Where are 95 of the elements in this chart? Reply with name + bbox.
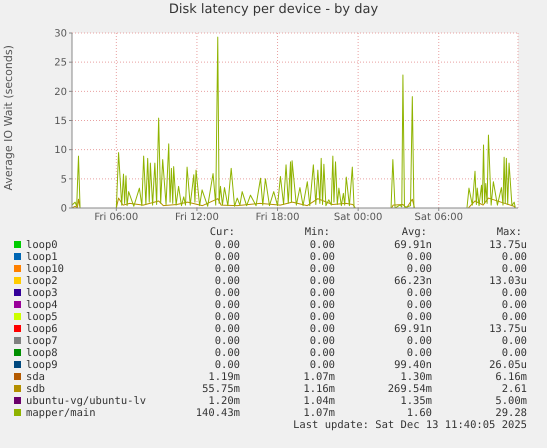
text: 0.00 xyxy=(310,263,335,275)
legend-label: ubuntu-vg/ubuntu-lv xyxy=(26,395,146,407)
legend-label: sdb xyxy=(26,383,45,395)
text: 0.00 xyxy=(214,251,240,263)
y-axis-title: Average IO Wait (seconds) xyxy=(2,45,15,190)
text: 5.00m xyxy=(495,395,527,407)
text: Avg: xyxy=(402,226,427,238)
x-tick-label: Fri 18:00 xyxy=(256,212,300,224)
text: 69.91n xyxy=(394,323,432,335)
text: 1.19m xyxy=(208,371,240,383)
text: 1.04m xyxy=(303,395,335,407)
y-tick-label: 15 xyxy=(54,116,67,128)
text: Cur: xyxy=(210,226,235,238)
text: 29.28 xyxy=(495,407,527,419)
y-tick-label: 20 xyxy=(54,86,67,98)
legend-label: loop9 xyxy=(26,359,58,371)
text: 2.61 xyxy=(502,383,527,395)
text: 1.07m xyxy=(303,407,335,419)
text: 0.00 xyxy=(214,239,240,251)
x-tick-label: Fri 06:00 xyxy=(94,212,138,224)
text: 0.00 xyxy=(502,299,527,311)
text: 13.03u xyxy=(489,275,527,287)
legend-label: loop10 xyxy=(26,263,64,275)
legend-label: loop4 xyxy=(26,299,58,311)
text: 0.00 xyxy=(502,347,527,359)
x-tick-label: Sat 00:00 xyxy=(334,212,382,224)
text: 69.91n xyxy=(394,239,432,251)
y-tick-label: 5 xyxy=(60,174,67,186)
legend-label: loop7 xyxy=(26,335,58,347)
text: 55.75m xyxy=(202,383,240,395)
text: 0.00 xyxy=(406,263,432,275)
text: 0.00 xyxy=(310,347,335,359)
text: 0.00 xyxy=(310,275,335,287)
text: 0.00 xyxy=(310,359,335,371)
chart-title: Disk latency per device - by day xyxy=(168,2,380,17)
text: 0.00 xyxy=(310,239,335,251)
text: 0.00 xyxy=(214,311,240,323)
line-series xyxy=(72,36,516,208)
text: Max: xyxy=(496,226,522,238)
text: 13.75u xyxy=(489,323,527,335)
text: 0.00 xyxy=(310,287,335,299)
text: 0.00 xyxy=(214,335,240,347)
text: 1.16m xyxy=(303,383,335,395)
x-tick-label: Fri 12:00 xyxy=(174,212,219,224)
legend-label: loop3 xyxy=(26,287,58,299)
text: 0.00 xyxy=(502,263,527,275)
text: 0.00 xyxy=(502,287,527,299)
y-tick-label: 0 xyxy=(60,204,67,215)
text: 0.00 xyxy=(214,347,240,359)
text: 1.35m xyxy=(400,395,432,407)
text: 0.00 xyxy=(214,263,240,275)
text: 66.23n xyxy=(394,275,432,287)
y-tick-label: 25 xyxy=(54,58,67,69)
text: 0.00 xyxy=(406,299,432,311)
text: 0.00 xyxy=(310,335,335,347)
text: 0.00 xyxy=(502,311,527,323)
legend-label: loop5 xyxy=(26,311,58,323)
text: 0.00 xyxy=(502,251,527,263)
y-tick-label: 30 xyxy=(54,28,67,40)
legend-label: loop6 xyxy=(26,323,58,335)
text: 0.00 xyxy=(406,347,432,359)
text: 0.00 xyxy=(310,299,335,311)
legend-label: mapper/main xyxy=(26,407,96,419)
text: 1.20m xyxy=(208,395,240,407)
text: 0.00 xyxy=(406,287,432,299)
text: 99.40n xyxy=(394,359,432,371)
text: 0.00 xyxy=(406,311,432,323)
text: 0.00 xyxy=(214,275,240,287)
text: 269.54m xyxy=(388,383,432,395)
text: 0.00 xyxy=(310,311,335,323)
text: 0.00 xyxy=(214,299,240,311)
text: 0.00 xyxy=(310,323,335,335)
text: 26.05u xyxy=(489,359,527,371)
text: Last update: Sat Dec 13 11:40:05 2025 xyxy=(293,419,527,431)
text: 0.00 xyxy=(214,287,240,299)
legend-label: loop8 xyxy=(26,347,58,359)
text: 0.00 xyxy=(406,251,432,263)
text: 13.75u xyxy=(489,239,527,251)
text: Min: xyxy=(304,226,330,238)
legend-label: sda xyxy=(26,371,45,383)
text: 1.30m xyxy=(400,371,432,383)
text: 0.00 xyxy=(214,359,240,371)
legend-label: loop2 xyxy=(26,275,58,287)
y-tick-label: 10 xyxy=(54,145,67,156)
text: 0.00 xyxy=(310,251,335,263)
text: 1.60 xyxy=(406,407,432,419)
text: 1.07m xyxy=(303,371,335,383)
text: 140.43m xyxy=(196,407,240,419)
text: 0.00 xyxy=(214,323,240,335)
x-tick-label: Sat 06:00 xyxy=(414,212,463,224)
legend-label: loop0 xyxy=(26,239,58,251)
text: 6.16m xyxy=(495,371,527,383)
text: 0.00 xyxy=(502,335,527,347)
legend-label: loop1 xyxy=(26,251,58,263)
text: 0.00 xyxy=(406,335,432,347)
